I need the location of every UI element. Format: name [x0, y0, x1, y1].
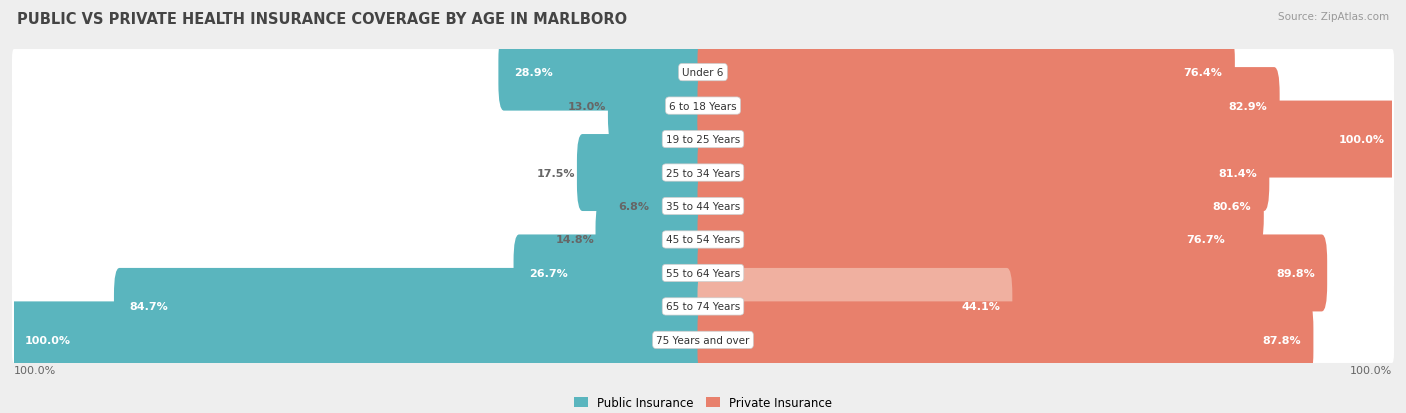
Text: 100.0%: 100.0%	[1350, 365, 1392, 375]
Legend: Public Insurance, Private Insurance: Public Insurance, Private Insurance	[569, 392, 837, 413]
Text: 44.1%: 44.1%	[962, 301, 1000, 312]
FancyBboxPatch shape	[697, 35, 1234, 112]
Text: PUBLIC VS PRIVATE HEALTH INSURANCE COVERAGE BY AGE IN MARLBORO: PUBLIC VS PRIVATE HEALTH INSURANCE COVER…	[17, 12, 627, 27]
Text: 89.8%: 89.8%	[1277, 268, 1315, 278]
FancyBboxPatch shape	[13, 117, 1393, 163]
FancyBboxPatch shape	[513, 235, 709, 312]
Text: 35 to 44 Years: 35 to 44 Years	[666, 202, 740, 211]
Text: 100.0%: 100.0%	[24, 335, 70, 345]
Text: 76.7%: 76.7%	[1185, 235, 1225, 245]
FancyBboxPatch shape	[13, 183, 1393, 230]
FancyBboxPatch shape	[114, 268, 709, 345]
FancyBboxPatch shape	[13, 150, 1393, 196]
FancyBboxPatch shape	[697, 268, 1012, 345]
Text: 19 to 25 Years: 19 to 25 Years	[666, 135, 740, 145]
FancyBboxPatch shape	[13, 217, 1393, 263]
FancyBboxPatch shape	[697, 135, 1270, 211]
FancyBboxPatch shape	[498, 35, 709, 112]
Text: 100.0%: 100.0%	[14, 365, 56, 375]
Text: 81.4%: 81.4%	[1218, 168, 1257, 178]
Text: 76.4%: 76.4%	[1184, 68, 1222, 78]
FancyBboxPatch shape	[697, 301, 1313, 378]
Text: 82.9%: 82.9%	[1229, 101, 1267, 112]
Text: 84.7%: 84.7%	[129, 301, 169, 312]
Text: 100.0%: 100.0%	[1339, 135, 1385, 145]
Text: 6 to 18 Years: 6 to 18 Years	[669, 101, 737, 112]
FancyBboxPatch shape	[607, 68, 709, 145]
FancyBboxPatch shape	[697, 68, 1279, 145]
Text: Under 6: Under 6	[682, 68, 724, 78]
FancyBboxPatch shape	[697, 101, 1398, 178]
FancyBboxPatch shape	[13, 284, 1393, 330]
Text: 0.0%: 0.0%	[665, 135, 696, 145]
Text: 13.0%: 13.0%	[568, 101, 606, 112]
FancyBboxPatch shape	[697, 235, 1327, 312]
FancyBboxPatch shape	[697, 168, 1264, 245]
Text: 75 Years and over: 75 Years and over	[657, 335, 749, 345]
FancyBboxPatch shape	[13, 317, 1393, 363]
FancyBboxPatch shape	[13, 250, 1393, 296]
Text: 17.5%: 17.5%	[537, 168, 575, 178]
Text: 28.9%: 28.9%	[515, 68, 553, 78]
FancyBboxPatch shape	[576, 135, 709, 211]
Text: 55 to 64 Years: 55 to 64 Years	[666, 268, 740, 278]
FancyBboxPatch shape	[596, 202, 709, 278]
Text: Source: ZipAtlas.com: Source: ZipAtlas.com	[1278, 12, 1389, 22]
Text: 6.8%: 6.8%	[619, 202, 650, 211]
Text: 45 to 54 Years: 45 to 54 Years	[666, 235, 740, 245]
Text: 26.7%: 26.7%	[530, 268, 568, 278]
Text: 25 to 34 Years: 25 to 34 Years	[666, 168, 740, 178]
FancyBboxPatch shape	[8, 301, 709, 378]
Text: 87.8%: 87.8%	[1263, 335, 1301, 345]
Text: 14.8%: 14.8%	[555, 235, 595, 245]
Text: 80.6%: 80.6%	[1213, 202, 1251, 211]
FancyBboxPatch shape	[651, 168, 709, 245]
FancyBboxPatch shape	[13, 83, 1393, 129]
FancyBboxPatch shape	[13, 50, 1393, 96]
FancyBboxPatch shape	[697, 202, 1237, 278]
Text: 65 to 74 Years: 65 to 74 Years	[666, 301, 740, 312]
